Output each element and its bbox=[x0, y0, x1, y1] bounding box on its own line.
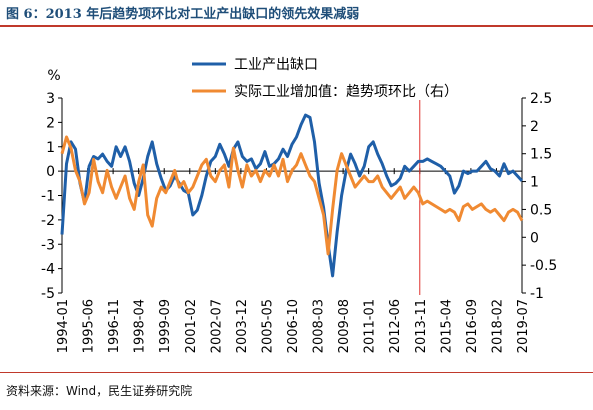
left-tick-label: -3 bbox=[41, 237, 55, 253]
right-tick-label: 0.5 bbox=[530, 202, 552, 218]
source-note: 资料来源：Wind，民生证券研究院 bbox=[6, 384, 193, 398]
chart-title: 图 6：2013 年后趋势项环比对工业产出缺口的领先效果减弱 bbox=[6, 7, 360, 22]
x-tick-label: 2001-02 bbox=[184, 299, 199, 353]
left-tick-label: -1 bbox=[41, 189, 55, 205]
trend-mom-line bbox=[60, 135, 524, 256]
legend-label: 实际工业增加值：趋势项环比（右） bbox=[234, 84, 458, 100]
x-tick-label: 2013-11 bbox=[414, 299, 429, 353]
x-tick-label: 2015-04 bbox=[439, 299, 454, 353]
left-tick-label: -5 bbox=[41, 286, 55, 302]
right-tick-label: 0 bbox=[530, 230, 539, 246]
right-tick-label: 1 bbox=[530, 175, 539, 191]
right-tick-label: -0.5 bbox=[530, 258, 557, 274]
x-tick-label: 2005-05 bbox=[260, 299, 275, 353]
title-divider bbox=[0, 25, 593, 27]
left-tick-label: -4 bbox=[41, 262, 55, 278]
left-tick-label: 3 bbox=[46, 91, 55, 107]
x-tick-label: 2003-12 bbox=[235, 299, 250, 353]
left-tick-label: 1 bbox=[46, 140, 55, 156]
x-tick-label: 1998-04 bbox=[133, 299, 148, 353]
legend-label: 工业产出缺口 bbox=[234, 57, 318, 73]
x-tick-label: 1996-11 bbox=[107, 299, 122, 353]
title-bar: 图 6：2013 年后趋势项环比对工业产出缺口的领先效果减弱 bbox=[0, 0, 593, 24]
x-tick-label: 2019-07 bbox=[516, 299, 531, 353]
right-tick-label: 1.5 bbox=[530, 147, 552, 163]
left-tick-label: 0 bbox=[46, 164, 55, 180]
left-tick-label: 2 bbox=[46, 115, 55, 131]
left-tick-label: -2 bbox=[41, 213, 55, 229]
x-tick-label: 2012-06 bbox=[388, 299, 403, 353]
x-tick-label: 1999-09 bbox=[158, 299, 173, 353]
right-tick-label: 2 bbox=[530, 119, 539, 135]
x-tick-label: 1994-01 bbox=[56, 299, 71, 353]
right-tick-label: -1 bbox=[530, 286, 544, 302]
left-axis-unit: % bbox=[47, 68, 60, 84]
x-tick-label: 2011-01 bbox=[363, 299, 378, 353]
x-tick-label: 2009-08 bbox=[337, 299, 352, 353]
output-gap-line bbox=[60, 113, 524, 278]
x-tick-label: 1995-06 bbox=[82, 299, 97, 353]
chart-canvas: 3 2 1 0 -1 -2 -3 -4 -5% 2.5 2 1.5 1 0.5 0 -0.5 -1 1994-01… bbox=[41, 57, 557, 353]
source-divider bbox=[0, 372, 593, 373]
x-tick-label: 2018-02 bbox=[490, 299, 505, 353]
x-tick-label: 2002-07 bbox=[209, 299, 224, 353]
x-tick-label: 2016-09 bbox=[465, 299, 480, 353]
right-tick-label: 2.5 bbox=[530, 91, 552, 107]
x-tick-label: 2006-10 bbox=[286, 299, 301, 353]
x-tick-label: 2008-03 bbox=[312, 299, 327, 353]
